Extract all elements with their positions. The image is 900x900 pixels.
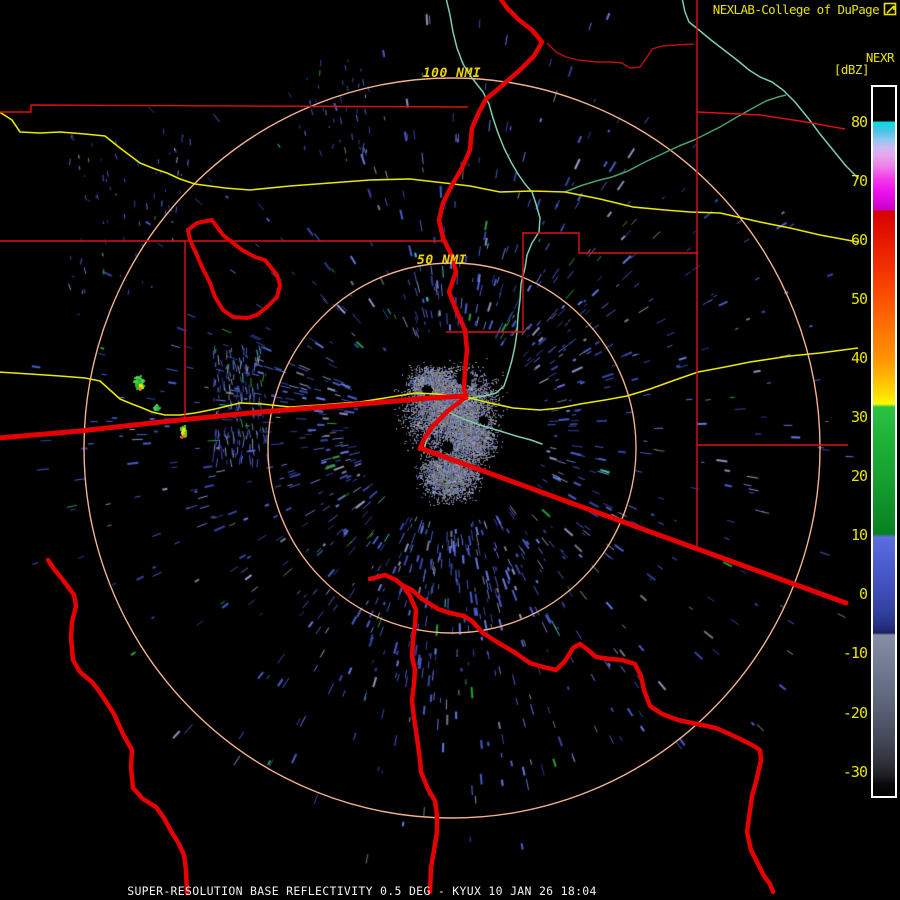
colorbar-tick-label: 10 (850, 526, 868, 545)
colorbar-tick-label: -10 (842, 644, 868, 663)
product-title: SUPER-RESOLUTION BASE REFLECTIVITY 0.5 D… (127, 884, 597, 898)
county-wiggle-north (546, 42, 695, 69)
colorado-river-north (436, 0, 545, 401)
colorbar-tick-label: 70 (850, 172, 868, 191)
range-ring-label-50nmi: 50 NMI (417, 253, 467, 268)
colorbar-tick-label: 80 (850, 113, 868, 131)
header-title: NEXLAB-College of DuPage (712, 2, 880, 17)
river-lines (423, 0, 859, 454)
colorbar-tick-label: -30 (842, 762, 868, 781)
river-stub-se (449, 412, 543, 445)
colorbar-tick-label: 40 (850, 349, 868, 368)
colorbar-tick-label: 30 (850, 408, 868, 427)
river-colorado-north (445, 0, 532, 192)
county-line-nw (0, 104, 469, 113)
colorado-river-yuma (417, 394, 469, 452)
secondary-road (564, 94, 787, 193)
range-ring-100nmi (83, 77, 821, 819)
river-mexico-south (367, 572, 440, 895)
border-mexico-west (0, 393, 469, 441)
header: NEXLAB-College of DuPage (713, 2, 898, 17)
colorbar-tick-label: 20 (850, 467, 868, 486)
highway-lines (0, 111, 859, 416)
county-step (523, 232, 698, 254)
coastline-baja (45, 557, 190, 896)
colorbar-title: NEXR (865, 50, 895, 65)
colorbar-tick-label: -20 (842, 703, 868, 722)
colorbar-tick-label: 0 (858, 585, 868, 604)
border-mexico-southeast (417, 445, 849, 606)
colorbar-tick-label: 60 (850, 231, 868, 250)
colorbar-units: [dBZ] (833, 62, 870, 77)
highway-i8 (0, 347, 859, 416)
county-branch-ne (696, 111, 846, 130)
range-ring-label-100nmi: 100 NMI (422, 66, 482, 81)
river-gila-upper (681, 0, 859, 179)
coastline-sonora (399, 582, 776, 895)
range-ring-50nmi (267, 262, 637, 634)
cod-flag-icon (883, 2, 897, 16)
salton-sea-outline (186, 218, 282, 320)
state-borders (0, 0, 849, 896)
colorbar-gradient (873, 87, 895, 796)
county-borders (0, 0, 848, 548)
colorbar (871, 85, 897, 798)
colorbar-tick-label: 50 (850, 290, 868, 309)
highway-north (0, 111, 859, 243)
